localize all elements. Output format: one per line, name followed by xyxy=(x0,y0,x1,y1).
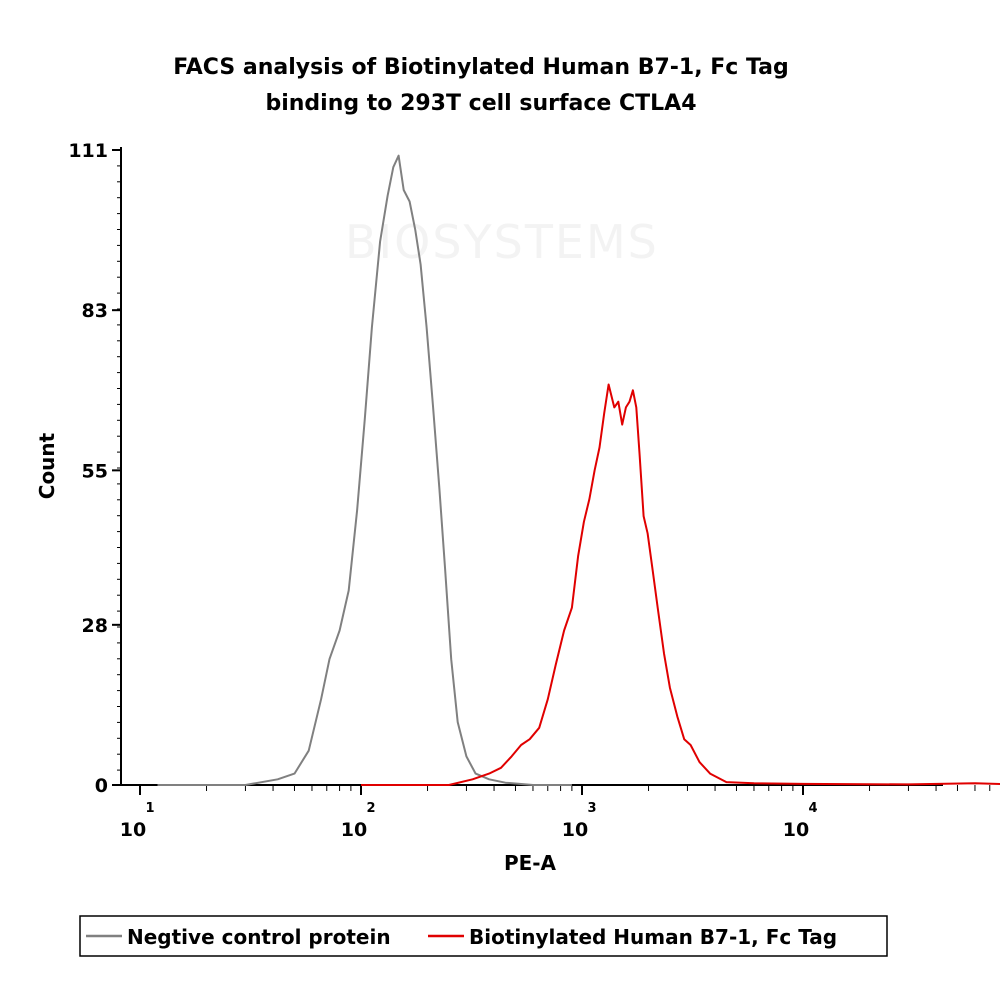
y-tick-label: 0 xyxy=(95,775,108,797)
x-tick-label-exponent: 2 xyxy=(366,801,375,816)
y-tick-label: 83 xyxy=(82,300,108,322)
x-tick-label-exponent: 1 xyxy=(145,801,154,816)
x-tick-label-base: 10 xyxy=(562,819,588,841)
svg-text:BIOSYSTEMS: BIOSYSTEMS xyxy=(345,215,659,269)
y-tick-label: 28 xyxy=(82,615,108,637)
chart-title-line-2: binding to 293T cell surface CTLA4 xyxy=(265,91,696,116)
x-tick-label-exponent: 3 xyxy=(587,801,596,816)
legend-box xyxy=(79,915,888,957)
x-tick-label-base: 10 xyxy=(783,819,809,841)
x-tick-label-base: 10 xyxy=(341,819,367,841)
watermark: BIOSYSTEMS xyxy=(345,215,659,269)
chart-title-line-1: FACS analysis of Biotinylated Human B7-1… xyxy=(173,55,788,80)
y-axis-ticks: 0 28 55 83 111 xyxy=(68,140,121,797)
series-line-b7-1 xyxy=(361,383,1000,786)
x-axis-label: PE-A xyxy=(504,851,557,875)
x-tick-label-base: 10 xyxy=(120,819,146,841)
series-line-negative-control xyxy=(157,154,572,786)
x-axis-ticks: 101102103104105 xyxy=(120,785,991,841)
y-axis-label: Count xyxy=(35,432,59,499)
legend: Negtive control protein Biotinylated Hum… xyxy=(79,915,888,957)
legend-label-negative-control: Negtive control protein xyxy=(127,925,391,949)
series-layer xyxy=(157,154,1000,786)
y-tick-label: 55 xyxy=(82,460,108,482)
y-tick-label: 111 xyxy=(68,140,108,162)
legend-label-b7-1: Biotinylated Human B7-1, Fc Tag xyxy=(469,925,837,949)
x-tick-label-exponent: 4 xyxy=(808,801,817,816)
